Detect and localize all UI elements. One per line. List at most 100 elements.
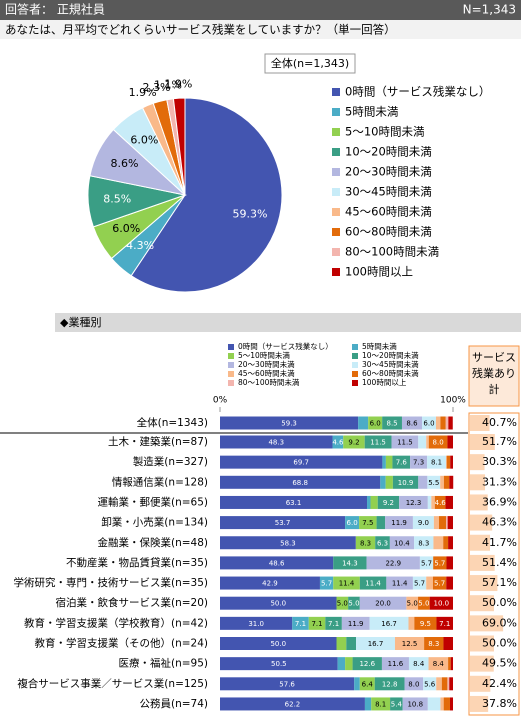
- legend-label: 20～30時間未満: [238, 359, 295, 369]
- legend-label: 45～60時間未満: [238, 368, 295, 378]
- row-label: 金融業・保険業(n=48): [97, 536, 208, 549]
- segment-label: 57.6: [279, 680, 295, 688]
- legend-swatch: [332, 108, 340, 116]
- segment-label: 7.5: [362, 519, 373, 527]
- bar-segment: [380, 475, 386, 489]
- legend-swatch: [332, 88, 340, 96]
- bar-segment: [392, 455, 411, 469]
- pie-slice: [172, 97, 186, 196]
- bar-segment: [382, 416, 402, 430]
- bar-segment: [446, 576, 453, 590]
- segment-label: 50.0: [270, 600, 286, 608]
- bar-segment: [389, 536, 415, 550]
- total-label: 37.8%: [482, 697, 517, 710]
- bar-segment: [220, 657, 338, 671]
- bar-segment: [368, 416, 383, 430]
- total-bar: [470, 534, 491, 551]
- bar-segment: [426, 576, 433, 590]
- bar-segment: [382, 455, 386, 469]
- bar-segment: [345, 516, 360, 530]
- bar-segment: [220, 475, 381, 489]
- segment-label: 20.0: [375, 600, 391, 608]
- slice-label: 4.3%: [126, 239, 154, 252]
- bar-segment: [441, 677, 448, 691]
- total-bar: [470, 655, 494, 672]
- bar-segment: [418, 596, 430, 610]
- segment-label: 10.8: [407, 700, 423, 708]
- segment-label: 11.5: [370, 439, 386, 447]
- legend-swatch: [332, 248, 340, 256]
- total-label: 31.3%: [482, 475, 517, 488]
- bar-segment: [443, 637, 453, 650]
- segment-label: 12.3: [406, 499, 422, 507]
- segment-label: 48.6: [269, 559, 285, 567]
- legend-label: 5～10時間未満: [345, 125, 424, 139]
- totals-header-wrap: サービス残業あり計: [472, 351, 516, 396]
- segment-label: 12.5: [402, 640, 418, 648]
- total-bar: [470, 554, 495, 571]
- bar-segment: [308, 616, 326, 630]
- segment-label: 6.3: [377, 539, 388, 547]
- bar-segment: [426, 435, 429, 449]
- legend-swatch: [332, 208, 340, 216]
- segment-label: 10.9: [398, 479, 414, 487]
- bar-segment: [449, 697, 453, 711]
- bar-segment: [359, 677, 375, 691]
- segment-label: 5.4: [391, 700, 403, 708]
- bar-segment: [433, 516, 440, 530]
- segment-label: 8.5: [387, 420, 398, 428]
- row-label: 宿泊業・飲食サービス業(n=20): [55, 596, 208, 609]
- total-bar: [470, 695, 489, 712]
- segment-label: 50.0: [270, 640, 286, 648]
- bar-segment: [392, 475, 419, 489]
- segment-label: 11.6: [388, 660, 404, 668]
- row-label: 製造業(n=327): [133, 455, 208, 468]
- total-bar: [470, 635, 494, 652]
- total-label: 30.3%: [482, 455, 517, 468]
- segment-label: 22.9: [385, 559, 401, 567]
- bar-segment: [220, 495, 368, 509]
- total-bar: [470, 434, 495, 450]
- bar-segment: [418, 435, 427, 449]
- bar-segment: [450, 455, 453, 469]
- segment-label: 16.7: [381, 620, 397, 628]
- bar-segment: [319, 576, 334, 590]
- legend-swatch: [332, 188, 340, 196]
- bar-segment: [220, 536, 356, 550]
- bar-segment: [394, 637, 425, 650]
- row-label: 教育・学習支援業（その他）(n=24): [34, 637, 208, 650]
- legend-swatch: [352, 371, 358, 377]
- bar-segment: [401, 416, 423, 430]
- slice-label: 59.3%: [233, 208, 268, 221]
- bar-segment: [377, 495, 400, 509]
- bar-segment: [443, 475, 450, 489]
- x-tick-label: 0%: [213, 396, 228, 406]
- segment-label: 48.3: [268, 439, 284, 447]
- total-label: 36.9%: [482, 495, 517, 508]
- legend-swatch: [228, 371, 234, 377]
- bar-segment: [414, 616, 437, 630]
- bar-segment: [220, 616, 293, 630]
- bar-segment: [440, 416, 446, 430]
- total-bar: [470, 454, 485, 471]
- bar-segment: [381, 657, 409, 671]
- bar-segment: [449, 677, 453, 691]
- segment-label: 4.6: [332, 439, 344, 447]
- row-label: 情報通信業(n=128): [112, 475, 208, 488]
- row-label: 教育・学習支援業（学校教育）(n=42): [24, 616, 208, 629]
- totals-header: サービス残業あり計: [472, 351, 516, 396]
- bar-segment: [376, 516, 386, 530]
- segment-label: 12.6: [359, 660, 375, 668]
- bar-segment: [370, 495, 378, 509]
- legend-label: 80～100時間未満: [345, 245, 439, 259]
- segment-label: 9.2: [348, 439, 359, 447]
- bar-segment: [428, 657, 449, 671]
- bar-segment: [408, 657, 429, 671]
- bar-segment: [325, 616, 342, 630]
- row-label: 公務員(n=74): [139, 697, 208, 710]
- bar-segment: [445, 416, 449, 430]
- legend-label: 0時間（サービス残業なし）: [345, 85, 490, 99]
- segment-label: 58.3: [280, 539, 296, 547]
- legend-label: 60～80時間未満: [362, 368, 419, 378]
- segment-label: 7.1: [311, 620, 322, 628]
